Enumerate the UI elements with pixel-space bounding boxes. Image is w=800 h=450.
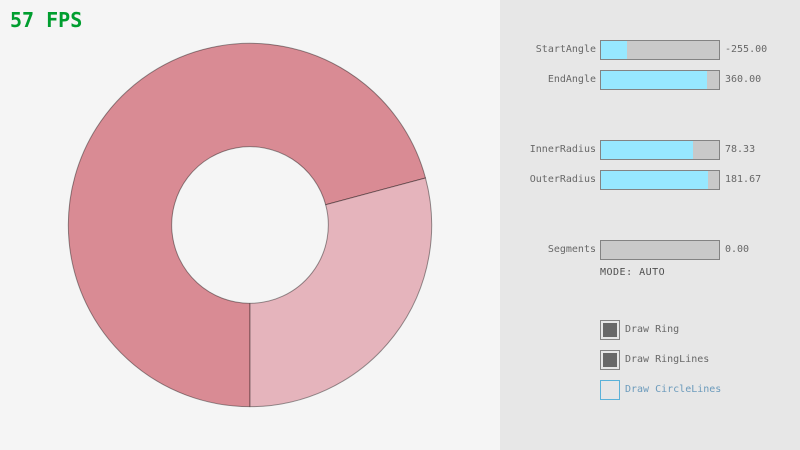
draw-ringlines-label: Draw RingLines bbox=[625, 354, 710, 365]
slider-value-inner-radius: 78.33 bbox=[725, 144, 756, 155]
slider-row-start-angle: StartAngle -255.00 bbox=[500, 40, 800, 60]
draw-circlelines-checkbox[interactable] bbox=[600, 380, 620, 400]
slider-label-end-angle: EndAngle bbox=[547, 74, 596, 85]
slider-bar-segments[interactable] bbox=[600, 240, 720, 260]
slider-label-outer-radius: OuterRadius bbox=[529, 174, 596, 185]
slider-row-segments: Segments 0.00 bbox=[500, 240, 800, 260]
slider-value-outer-radius: 181.67 bbox=[725, 174, 762, 185]
slider-value-segments: 0.00 bbox=[725, 244, 750, 255]
slider-bar-end-angle[interactable] bbox=[600, 70, 720, 90]
draw-ring-label: Draw Ring bbox=[625, 324, 680, 335]
slider-fill bbox=[601, 41, 627, 59]
slider-label-start-angle: StartAngle bbox=[535, 44, 596, 55]
slider-fill bbox=[601, 171, 709, 189]
checkbox-row-draw-circlelines: Draw CircleLines bbox=[600, 380, 790, 400]
slider-bar-start-angle[interactable] bbox=[600, 40, 720, 60]
fps-counter: 57 FPS bbox=[10, 8, 83, 32]
checkbox-check-mark bbox=[603, 323, 617, 337]
slider-row-inner-radius: InnerRadius 78.33 bbox=[500, 140, 800, 160]
slider-bar-outer-radius[interactable] bbox=[600, 170, 720, 190]
checkbox-row-draw-ring: Draw Ring bbox=[600, 320, 790, 340]
checkbox-check-mark bbox=[603, 353, 617, 367]
slider-value-end-angle: 360.00 bbox=[725, 74, 762, 85]
slider-row-outer-radius: OuterRadius 181.67 bbox=[500, 170, 800, 190]
ring-canvas bbox=[67, 42, 433, 408]
draw-ring-checkbox[interactable] bbox=[600, 320, 620, 340]
slider-bar-inner-radius[interactable] bbox=[600, 140, 720, 160]
ring-sector-light bbox=[249, 177, 433, 408]
ring-sector-dark bbox=[67, 42, 427, 408]
slider-row-end-angle: EndAngle 360.00 bbox=[500, 70, 800, 90]
slider-value-start-angle: -255.00 bbox=[725, 44, 768, 55]
segments-mode-text: MODE: AUTO bbox=[600, 267, 666, 278]
draw-circlelines-label: Draw CircleLines bbox=[625, 384, 722, 395]
checkbox-row-draw-ringlines: Draw RingLines bbox=[600, 350, 790, 370]
draw-ringlines-checkbox[interactable] bbox=[600, 350, 620, 370]
slider-label-segments: Segments bbox=[547, 244, 596, 255]
slider-fill bbox=[601, 71, 708, 89]
slider-label-inner-radius: InnerRadius bbox=[529, 144, 596, 155]
slider-fill bbox=[601, 141, 694, 159]
